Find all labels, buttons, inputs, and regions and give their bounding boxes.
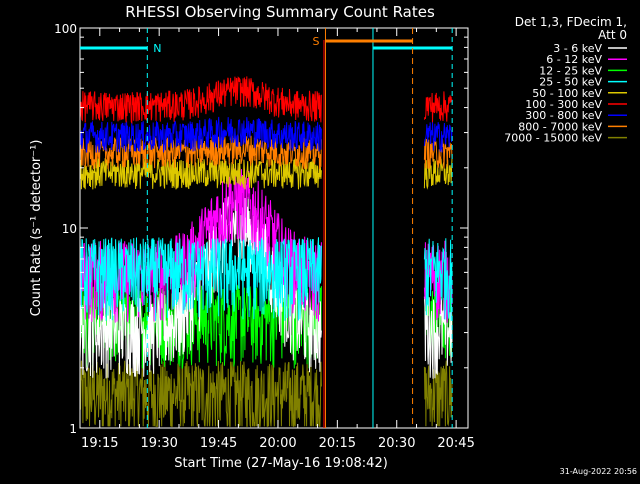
series-line-25-50-kev-0 — [80, 237, 322, 322]
y-tick-label: 1 — [69, 422, 77, 436]
x-tick-label: 19:15 — [81, 436, 118, 451]
x-tick-label: 19:30 — [140, 436, 177, 451]
chart-title: RHESSI Observing Summary Count Rates — [125, 3, 435, 21]
axes: 1 10 100 19:15 19:30 19:45 20:00 20:15 20:30 20:4… — [54, 22, 475, 451]
series-line-25-50-kev-1 — [423, 238, 453, 321]
legend-label: 3 - 6 keV — [553, 42, 602, 55]
x-tick-label: 20:15 — [319, 436, 356, 451]
x-tick-label: 20:45 — [437, 436, 474, 451]
x-tick-label: 20:00 — [259, 436, 296, 451]
n-marker-label: N — [153, 42, 161, 55]
legend-header-line-2: Att 0 — [598, 28, 627, 42]
date-stamp: 31-Aug-2022 20:56 — [560, 467, 637, 476]
x-tick-label: 19:45 — [200, 436, 237, 451]
series-line-100-300-kev-1 — [423, 91, 453, 123]
series-line-7000-15000-kev-0 — [80, 360, 322, 428]
series-line-100-300-kev-0 — [80, 76, 322, 125]
series-line-7000-15000-kev-1 — [423, 360, 453, 427]
series-line-800-7000-kev-1 — [423, 137, 453, 170]
legend-label: 300 - 800 keV — [525, 109, 602, 122]
legend-label: 25 - 50 keV — [539, 76, 602, 89]
series-line-3-6-kev-1 — [423, 296, 453, 379]
y-tick-label: 100 — [54, 22, 77, 36]
x-axis-label: Start Time (27-May-16 19:08:42) — [174, 456, 388, 471]
x-tick-label: 20:30 — [378, 436, 415, 451]
y-axis-label: Count Rate (s⁻¹ detector⁻¹) — [29, 140, 44, 317]
s-marker-label: S — [312, 35, 319, 48]
legend-label: 100 - 300 keV — [525, 98, 602, 111]
legend-label: 800 - 7000 keV — [518, 120, 602, 133]
legend-label: 50 - 100 keV — [532, 87, 602, 100]
series-line-300-800-kev-1 — [423, 121, 453, 153]
series-line-300-800-kev-0 — [80, 116, 322, 153]
legend-header-line-1: Det 1,3, FDecim 1, — [515, 15, 627, 29]
legend-label: 12 - 25 keV — [539, 64, 602, 77]
y-tick-label: 10 — [62, 222, 77, 236]
legend-label: 7000 - 15000 keV — [504, 132, 602, 145]
legend-label: 6 - 12 keV — [546, 53, 602, 66]
